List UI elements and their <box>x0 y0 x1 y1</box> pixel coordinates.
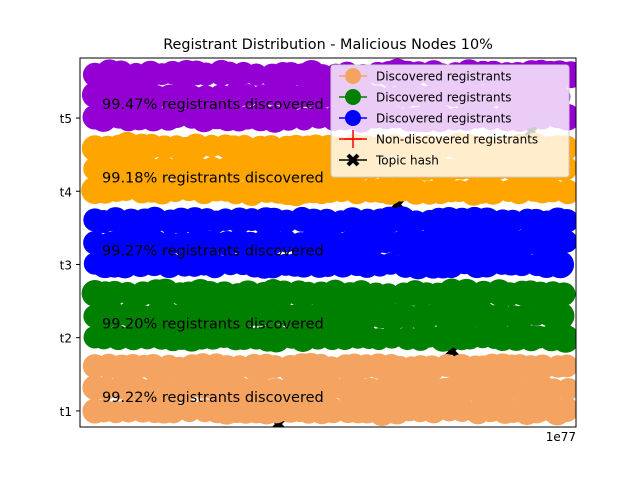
legend-label: Discovered registrants <box>376 70 512 84</box>
plot-frame <box>79 57 577 428</box>
registrant-point <box>554 230 576 253</box>
y-tick-label: t2 <box>60 332 72 346</box>
legend-box <box>330 64 570 178</box>
annotation-t1: 99.22% registrants discovered <box>102 390 324 406</box>
annotation-t3: 99.27% registrants discovered <box>102 243 324 259</box>
registrant-point <box>552 282 576 306</box>
y-tick-label: t4 <box>60 185 72 199</box>
series-t1 <box>82 352 576 427</box>
legend-label: Discovered registrants <box>376 112 512 126</box>
registrant-point <box>551 324 576 353</box>
registrant-point <box>555 354 576 378</box>
chart-title: Registrant Distribution - Malicious Node… <box>163 37 493 53</box>
legend-marker <box>346 153 360 167</box>
y-axis: t1 t2 t3 t4 t5 <box>60 112 80 419</box>
plot-area: 99.22% registrants discovered 99.20% regi… <box>81 58 576 427</box>
y-tick-label: t1 <box>60 405 72 419</box>
series-t2 <box>81 278 576 353</box>
y-tick-label: t5 <box>60 112 72 126</box>
legend-marker <box>345 110 361 126</box>
x-offset-label: 1e77 <box>546 430 576 444</box>
legend-label: Topic hash <box>375 154 439 168</box>
registrant-point <box>420 396 447 424</box>
registrant-point <box>555 208 576 233</box>
registrant-point <box>547 302 575 330</box>
legend-label: Non-discovered registrants <box>376 133 538 147</box>
annotation-t4: 99.18% registrants discovered <box>102 170 324 186</box>
registrant-point <box>546 250 575 279</box>
legend-marker <box>344 130 362 148</box>
registrant-point <box>555 179 576 205</box>
y-tick-label: t3 <box>60 258 72 272</box>
legend-marker <box>345 89 361 105</box>
series-t3 <box>83 206 576 280</box>
legend: Discovered registrants Discovered registr… <box>330 64 570 178</box>
registrant-point <box>553 397 576 423</box>
legend-label: Discovered registrants <box>376 91 512 105</box>
legend-marker <box>345 68 361 84</box>
annotation-t5: 99.47% registrants discovered <box>102 97 324 113</box>
annotation-t2: 99.20% registrants discovered <box>102 317 324 333</box>
registrant-point <box>557 377 576 401</box>
